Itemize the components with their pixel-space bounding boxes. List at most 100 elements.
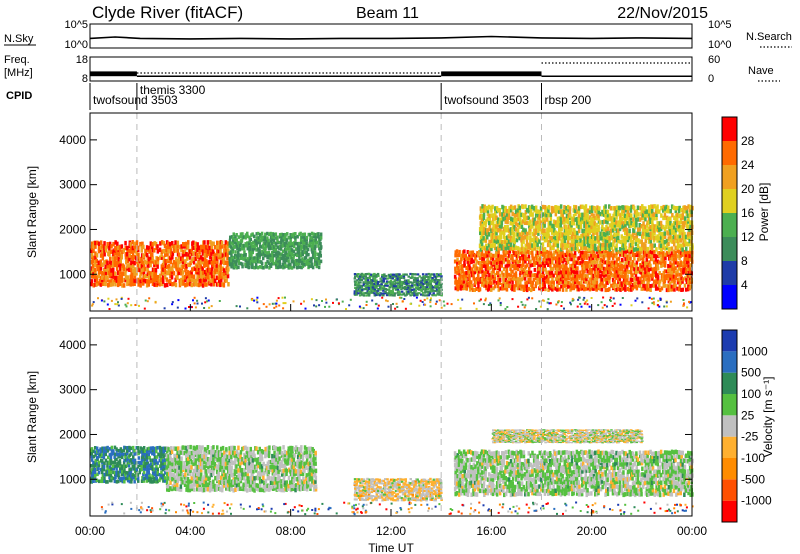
power-cell xyxy=(650,246,654,251)
power-cell xyxy=(573,280,577,285)
power-cell xyxy=(468,284,471,289)
power-cell xyxy=(569,263,572,268)
power-cell xyxy=(674,260,678,265)
power-scatter-cell xyxy=(265,305,268,308)
power-cell xyxy=(491,243,494,249)
power-cell xyxy=(283,260,287,264)
power-cell xyxy=(386,284,389,287)
power-cell xyxy=(305,262,308,266)
power-cell xyxy=(199,244,203,250)
power-cell xyxy=(468,250,471,255)
power-cell xyxy=(204,277,208,282)
power-cell xyxy=(423,280,426,283)
power-cell xyxy=(119,266,122,271)
velocity-cell xyxy=(97,470,101,475)
power-cell xyxy=(558,236,561,241)
power-cell xyxy=(461,286,465,291)
power-cell xyxy=(647,263,650,267)
power-cell xyxy=(425,282,428,285)
power-cell xyxy=(246,241,249,245)
power-scatter-cell xyxy=(204,301,207,304)
power-cell xyxy=(364,273,368,276)
power-cell xyxy=(517,254,520,259)
velocity-cell xyxy=(147,467,150,472)
power-cell xyxy=(199,264,203,269)
power-cell xyxy=(165,277,169,282)
power-cell xyxy=(95,275,99,280)
power-cell xyxy=(575,260,579,265)
power-cell xyxy=(548,242,552,247)
power-cell xyxy=(403,288,407,291)
power-cell xyxy=(567,249,571,254)
power-cell xyxy=(559,204,563,209)
power-cell xyxy=(455,249,459,254)
power-cell xyxy=(436,286,439,289)
power-scatter-cell xyxy=(163,307,166,310)
power-cell xyxy=(642,259,645,264)
power-cell xyxy=(502,259,506,264)
power-cell xyxy=(581,212,584,218)
power-cell xyxy=(356,284,359,287)
power-scatter-cell xyxy=(659,297,662,300)
velocity-cell xyxy=(106,480,109,484)
power-cell xyxy=(637,212,640,217)
power-cell xyxy=(644,252,647,257)
power-cell xyxy=(590,250,593,255)
velocity-cell xyxy=(137,479,140,483)
power-cell xyxy=(565,283,568,288)
power-cell xyxy=(529,226,532,232)
power-cell xyxy=(156,260,160,265)
power-cell xyxy=(672,221,676,226)
power-cell xyxy=(581,250,585,255)
power-cell xyxy=(656,259,660,264)
power-cell xyxy=(388,294,391,297)
power-cell xyxy=(538,224,541,229)
power-cell xyxy=(354,284,357,287)
power-cell xyxy=(427,284,430,287)
power-cell xyxy=(113,256,117,261)
power-cell xyxy=(378,284,382,287)
power-cell xyxy=(125,252,129,257)
power-cell xyxy=(373,288,377,291)
power-cell xyxy=(531,280,535,285)
power-cell xyxy=(418,288,421,291)
power-cell xyxy=(418,282,421,286)
power-cell xyxy=(163,283,167,288)
power-cell xyxy=(357,282,360,285)
velocity-cell xyxy=(153,476,156,481)
power-cell xyxy=(143,259,147,265)
power-cell xyxy=(499,246,502,251)
power-cell xyxy=(495,220,498,225)
power-scatter-cell xyxy=(284,296,286,299)
power-cell xyxy=(403,279,407,282)
power-cell xyxy=(101,281,105,286)
power-cell xyxy=(191,277,194,283)
power-cell xyxy=(108,252,111,257)
power-cell xyxy=(466,259,469,264)
power-cell xyxy=(220,252,223,257)
power-cell xyxy=(531,250,534,255)
power-cell xyxy=(681,232,684,237)
power-cell xyxy=(184,277,187,283)
power-cell xyxy=(581,232,585,237)
velocity-cell xyxy=(90,454,94,459)
power-cell xyxy=(584,216,588,222)
power-cell xyxy=(355,281,358,284)
power-cell xyxy=(242,257,245,261)
power-cell xyxy=(289,235,293,239)
power-cell xyxy=(538,250,541,255)
power-cell xyxy=(672,253,676,258)
power-cell xyxy=(586,283,589,288)
power-cell xyxy=(143,266,147,272)
power-cell xyxy=(559,216,563,221)
velocity-cell xyxy=(124,473,127,477)
power-cell xyxy=(642,283,645,288)
power-cell xyxy=(489,283,493,288)
power-cell xyxy=(679,246,683,252)
power-cell xyxy=(587,253,590,258)
power-cell xyxy=(586,239,590,244)
power-cell xyxy=(644,238,647,244)
power-cell xyxy=(465,280,468,285)
power-cell xyxy=(272,232,276,237)
velocity-cell xyxy=(119,447,123,451)
